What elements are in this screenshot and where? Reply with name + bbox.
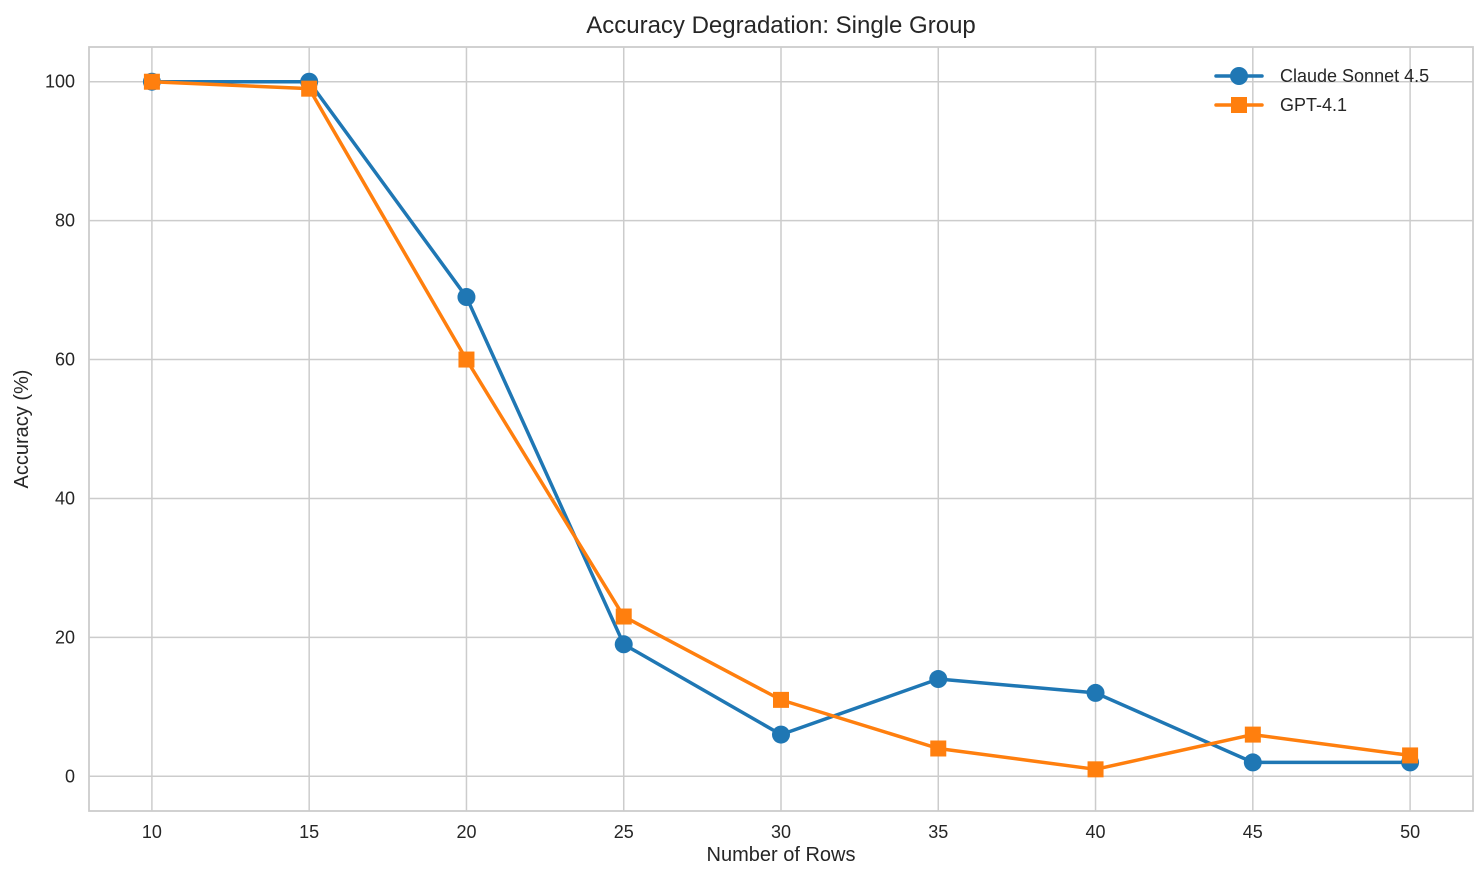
marker-circle (1243, 753, 1262, 772)
x-tick-label: 15 (299, 822, 319, 842)
marker-square (143, 73, 160, 90)
axes-border (88, 46, 1474, 812)
x-tick-label: 10 (142, 822, 162, 842)
marker-square (1244, 726, 1261, 743)
x-tick-label: 25 (614, 822, 634, 842)
x-axis-label: Number of Rows (707, 844, 856, 866)
marker-square (930, 740, 947, 757)
marker-square (458, 351, 475, 368)
legend-label-claude-sonnet: Claude Sonnet 4.5 (1280, 66, 1429, 86)
marker-square (1087, 761, 1104, 778)
grid-layer (89, 47, 1473, 811)
x-tick-label: 30 (771, 822, 791, 842)
x-tick-label: 35 (928, 822, 948, 842)
marker-circle (614, 635, 633, 654)
marker-square (773, 691, 789, 708)
chart-title: Accuracy Degradation: Single Group (586, 12, 976, 39)
marker-circle (457, 288, 476, 307)
legend-handles (1214, 67, 1264, 113)
marker-circle (772, 725, 790, 744)
series-gpt-4-1 (143, 73, 1419, 778)
y-tick-label: 40 (55, 488, 75, 508)
marker-circle (929, 670, 948, 689)
y-axis-label: Accuracy (%) (11, 370, 33, 489)
y-tick-label: 100 (45, 72, 75, 92)
series-layer (142, 72, 1420, 778)
y-tick-label: 20 (55, 627, 75, 647)
axes-border-layer (88, 46, 1474, 812)
marker-square (615, 608, 632, 625)
marker-square-legend (1231, 97, 1247, 113)
y-tick-label: 0 (65, 766, 75, 786)
tick-label-layer: 10 15 20 25 30 35 40 45 50 0 20 40 60 80 100 (45, 72, 1420, 842)
marker-circle (1086, 683, 1105, 702)
y-tick-label: 60 (55, 350, 75, 370)
legend: Claude Sonnet 4.5 GPT-4.1 (1214, 66, 1429, 115)
x-tick-label: 45 (1243, 822, 1263, 842)
marker-square (1402, 747, 1419, 764)
y-tick-label: 80 (55, 211, 75, 231)
x-tick-label: 50 (1400, 822, 1420, 842)
x-tick-label: 20 (456, 822, 476, 842)
x-tick-label: 40 (1086, 822, 1106, 842)
legend-label-gpt: GPT-4.1 (1280, 95, 1347, 115)
marker-square (301, 80, 318, 97)
marker-circle-legend (1230, 67, 1248, 85)
